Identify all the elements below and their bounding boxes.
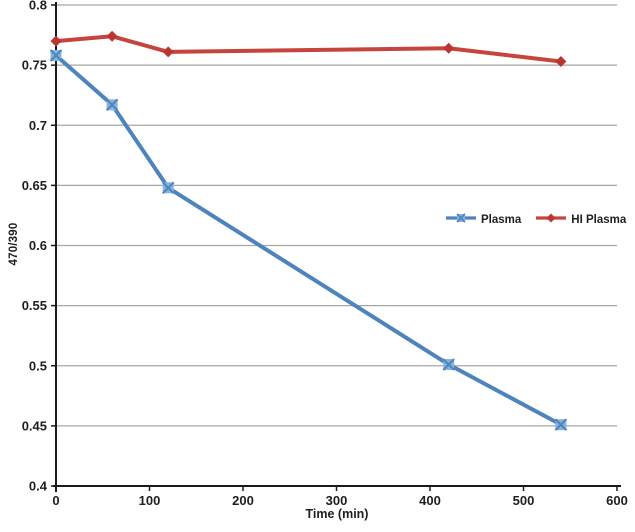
y-tick-label: 0.5 xyxy=(29,358,47,373)
hi-plasma-line-marker-icon xyxy=(536,211,567,229)
series-plasma-marker-x xyxy=(105,98,119,112)
x-tick-label: 100 xyxy=(139,493,161,508)
series-plasma-line xyxy=(54,53,563,427)
series-hi-plasma-marker xyxy=(443,42,455,54)
series-hi-plasma-marker xyxy=(50,35,62,47)
y-tick-label: 0.6 xyxy=(29,238,47,253)
y-tick-label: 0.75 xyxy=(22,58,47,73)
y-tick-label: 0.65 xyxy=(22,178,47,193)
legend-swatch xyxy=(536,213,567,223)
series-plasma-marker-x xyxy=(49,49,63,62)
x-tick-label: 600 xyxy=(606,493,628,508)
y-tick-label: 0.8 xyxy=(29,0,47,13)
legend-item-plasma: Plasma xyxy=(446,211,521,229)
y-tick-label: 0.45 xyxy=(22,418,47,433)
x-axis-title: Time (min) xyxy=(305,507,369,521)
legend-label-hi-plasma: HI Plasma xyxy=(571,214,627,226)
y-tick-label: 0.7 xyxy=(29,118,47,133)
plasma-line-marker-icon xyxy=(446,211,476,229)
y-tick-label: 0.4 xyxy=(29,479,48,494)
x-tick-label: 200 xyxy=(232,493,254,508)
series-hi-plasma-marker xyxy=(162,46,174,58)
y-tick-label: 0.55 xyxy=(22,298,47,313)
legend-swatch xyxy=(446,213,476,223)
x-tick-label: 300 xyxy=(326,493,348,508)
legend-label-plasma: Plasma xyxy=(481,214,522,226)
x-tick-label: 400 xyxy=(419,493,441,508)
series-plasma-marker-x xyxy=(554,418,568,431)
y-axis-title: 470/390 xyxy=(8,222,20,266)
series-hi-plasma-marker xyxy=(106,30,118,42)
series-plasma-marker-x xyxy=(161,181,175,194)
x-tick-label: 500 xyxy=(513,493,535,508)
series-hi-plasma-marker xyxy=(555,56,567,68)
x-tick-label: 0 xyxy=(52,493,59,508)
series-hi-plasma-line xyxy=(54,34,563,64)
legend: Plasma HI Plasma xyxy=(446,212,626,228)
legend-item-hi-plasma: HI Plasma xyxy=(536,211,626,229)
series-plasma-marker-x xyxy=(442,358,455,371)
